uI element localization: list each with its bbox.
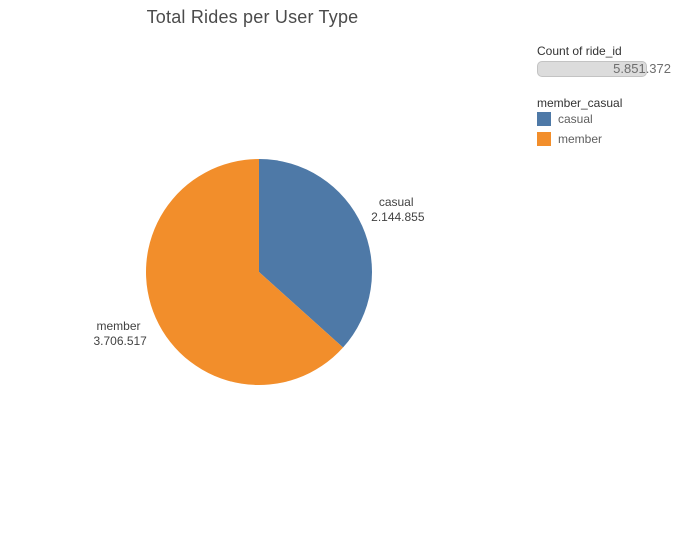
size-legend-max-value: 5.851.372 [613,61,671,76]
legend-item-member[interactable]: member [537,131,602,147]
pie-label-member-category: member [96,319,140,333]
legend-panel: Count of ride_id 5.851.372 member_casual… [537,44,676,164]
size-legend-slider[interactable] [537,61,647,77]
pie-slice-member[interactable] [145,159,344,385]
size-legend-title: Count of ride_id [537,44,622,58]
pie-label-casual: casual 2.144.855 [371,195,425,224]
pie-label-casual-value: 2.144.855 [371,210,425,224]
pie-label-member: member 3.706.517 [93,319,147,348]
color-legend-title: member_casual [537,96,623,110]
casual-color-swatch [537,112,551,126]
chart-title: Total Rides per User Type [146,7,359,27]
legend-item-member-label: member [558,132,603,146]
pie-slice-casual[interactable] [259,159,372,348]
legend-item-casual-label: casual [558,112,593,126]
pie-label-casual-category: casual [379,195,414,209]
pie-label-member-value: 3.706.517 [93,334,147,348]
member-color-swatch [537,132,551,146]
legend-item-casual[interactable]: casual [537,111,593,127]
chart-caption: Member_casual and count of ride_id. Colo… [2,507,672,545]
